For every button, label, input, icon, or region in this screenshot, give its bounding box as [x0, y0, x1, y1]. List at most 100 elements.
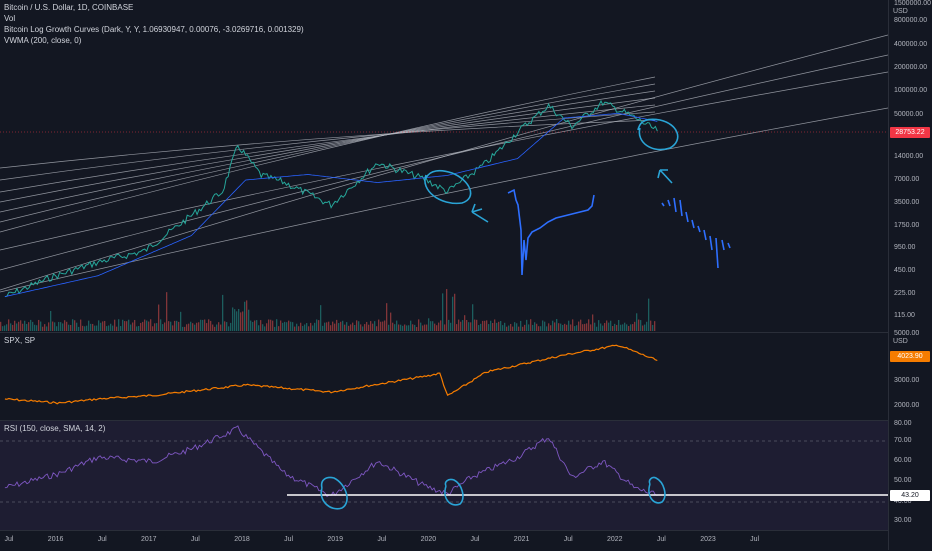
spx-tick-label: 3000.00 — [894, 377, 920, 384]
price-tick-label: 400000.00 — [894, 41, 928, 48]
volume-bar — [216, 324, 218, 331]
volume-bar — [94, 325, 96, 331]
volume-bar — [38, 319, 40, 331]
volume-bar — [48, 322, 50, 331]
volume-bar — [272, 320, 274, 331]
rsi-legend-title[interactable]: RSI (150, close, SMA, 14, 2) — [4, 424, 106, 433]
volume-bar — [326, 322, 328, 331]
volume-bar — [146, 320, 148, 331]
volume-bar — [556, 319, 558, 331]
volume-bar — [448, 319, 450, 331]
volume-bar — [140, 322, 142, 331]
volume-bar — [160, 319, 162, 331]
growth-curve-7 — [0, 97, 656, 203]
spx-tick-label: 2000.00 — [894, 402, 920, 409]
volume-bar — [164, 322, 166, 331]
spx-legend-title[interactable]: SPX, SP — [4, 336, 36, 345]
volume-legend[interactable]: Vol — [4, 14, 16, 23]
volume-bar — [320, 305, 322, 331]
volume-bar — [586, 323, 588, 331]
volume-bar — [530, 319, 532, 331]
volume-bar — [486, 320, 488, 331]
price-tick-label: 1500000.00 — [894, 0, 931, 7]
volume-bar — [536, 323, 538, 331]
time-axis-label: Jul — [284, 536, 294, 543]
volume-bar — [392, 322, 394, 331]
volume-bar — [458, 319, 460, 331]
rsi-pane[interactable] — [0, 421, 888, 530]
rsi-circle-2018 — [320, 476, 348, 510]
volume-bar — [166, 292, 168, 331]
volume-bar — [226, 322, 228, 331]
volume-bar — [508, 325, 510, 331]
volume-bar — [650, 320, 652, 331]
volume-bar — [574, 326, 576, 331]
vwma-legend[interactable]: VWMA (200, close, 0) — [4, 36, 82, 45]
volume-bar — [526, 319, 528, 331]
volume-bar — [432, 321, 434, 331]
volume-bar — [540, 326, 542, 331]
volume-bar — [350, 324, 352, 331]
pane-separator-2[interactable] — [0, 420, 932, 421]
price-axis[interactable] — [888, 0, 932, 550]
volume-bar — [264, 326, 266, 331]
time-axis-label: Jul — [656, 536, 666, 543]
volume-bar — [528, 324, 530, 331]
rsi-tick-label: 40.00 — [894, 498, 912, 505]
volume-bar — [124, 321, 126, 331]
pane-separator-1[interactable] — [0, 332, 932, 333]
volume-bar — [652, 324, 654, 331]
volume-bar — [298, 326, 300, 331]
volume-bar — [396, 320, 398, 331]
volume-bar — [314, 322, 316, 331]
rsi-circle-2020 — [444, 478, 464, 506]
volume-bar — [150, 319, 152, 331]
volume-bar — [282, 322, 284, 331]
time-axis[interactable] — [0, 530, 888, 551]
volume-bar — [152, 326, 154, 331]
volume-bar — [180, 311, 182, 331]
volume-bar — [504, 322, 506, 331]
volume-bar — [18, 321, 20, 331]
volume-bar — [480, 323, 482, 331]
volume-bar — [278, 326, 280, 331]
volume-bar — [194, 324, 196, 331]
price-tick-label: 100000.00 — [894, 87, 928, 94]
hand-drawn-annotations[interactable] — [320, 118, 679, 510]
volume-bar — [398, 324, 400, 331]
volume-bar — [482, 320, 484, 331]
volume-bar — [154, 323, 156, 331]
projected-fractal-overlay[interactable] — [507, 188, 731, 276]
volume-bar — [268, 319, 270, 331]
plot-canvas[interactable] — [0, 0, 888, 530]
volume-bar — [578, 321, 580, 331]
volume-bar — [228, 326, 230, 331]
volume-bar — [634, 321, 636, 331]
volume-bar — [222, 294, 224, 331]
time-axis-label: 2017 — [141, 536, 157, 543]
volume-bar — [258, 325, 260, 331]
volume-bar — [544, 321, 546, 331]
volume-bar — [28, 322, 30, 331]
volume-bar — [252, 321, 254, 331]
spx-axis-unit: USD — [893, 338, 908, 345]
volume-bar — [96, 325, 98, 331]
volume-bar — [602, 325, 604, 331]
volume-bar — [254, 320, 256, 331]
volume-bar — [616, 324, 618, 331]
volume-bar — [292, 322, 294, 331]
price-tick-label: 225.00 — [894, 290, 916, 297]
volume-bar — [568, 320, 570, 331]
growth-curve-5 — [0, 83, 656, 223]
volume-bar — [430, 321, 432, 331]
volume-bar — [294, 326, 296, 331]
volume-bar — [12, 324, 14, 331]
btc-legend-title[interactable]: Bitcoin / U.S. Dollar, 1D, COINBASE — [4, 3, 134, 12]
volume-bar — [534, 322, 536, 331]
log-curves-legend[interactable]: Bitcoin Log Growth Curves (Dark, Y, Y, 1… — [4, 25, 304, 34]
volume-bar — [532, 324, 534, 331]
volume-bar — [352, 322, 354, 331]
volume-bar — [308, 326, 310, 331]
volume-bar — [334, 323, 336, 331]
